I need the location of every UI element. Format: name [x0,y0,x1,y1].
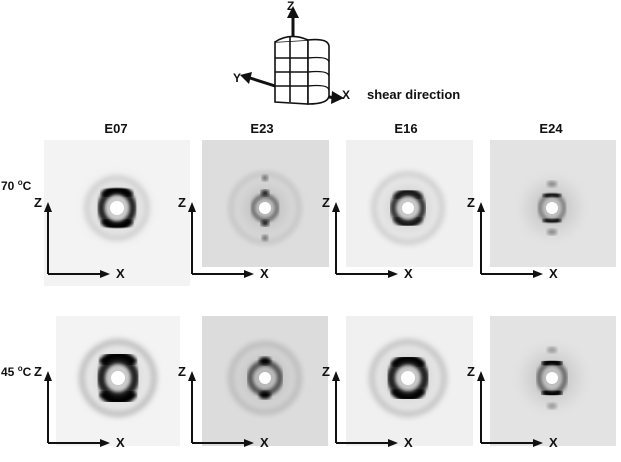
row-temp-unit: C [22,179,32,193]
panel-x-label: X [260,435,269,450]
panel-z-label: Z [322,195,330,210]
saxs-pattern-e07-70c [44,140,190,286]
saxs-pattern-e23-70c [202,140,348,286]
saxs-pattern-e24-70c [490,140,621,286]
sample-cylinder-drawing [240,6,344,105]
panel-z-label: Z [467,195,475,210]
sketch-y-label: Y [233,71,242,85]
sketch-x-label: X [342,88,351,102]
panel-x-label: X [549,435,558,450]
sketch-z-label: Z [287,0,295,13]
row-temp-value: 70 [1,179,15,193]
saxs-pattern-e16-70c [346,140,492,286]
column-title-e16: E16 [394,121,418,136]
row-label-70c: 70 oC [1,178,31,193]
panel-z-label: Z [178,364,186,379]
saxs-pattern-e07-45c [56,316,202,462]
row-temp-unit: C [22,365,32,379]
row-label-45c: 45 oC [1,364,31,379]
saxs-pattern-e23-45c [202,316,348,462]
panel-x-label: X [549,266,558,281]
saxs-pattern-e24-45c [490,316,621,462]
panel-z-label: Z [34,364,42,379]
panel-x-label: X [404,266,413,281]
column-title-e07: E07 [104,121,128,136]
column-title-e24: E24 [539,121,563,136]
shear-direction-label: shear direction [367,87,461,102]
panel-z-label: Z [467,364,475,379]
panel-x-label: X [116,266,125,281]
column-title-e23: E23 [250,121,274,136]
saxs-pattern-e16-45c [346,316,492,462]
row-temp-degree: o [17,178,23,187]
panel-z-label: Z [34,195,42,210]
geometry-sketch: Z Y X shear direction [228,0,478,115]
panel-x-label: X [260,266,269,281]
panel-x-label: X [116,435,125,450]
row-temp-value: 45 [1,365,15,379]
row-temp-degree: o [17,364,23,373]
panel-x-label: X [404,435,413,450]
panel-z-label: Z [178,195,186,210]
panel-z-label: Z [322,364,330,379]
